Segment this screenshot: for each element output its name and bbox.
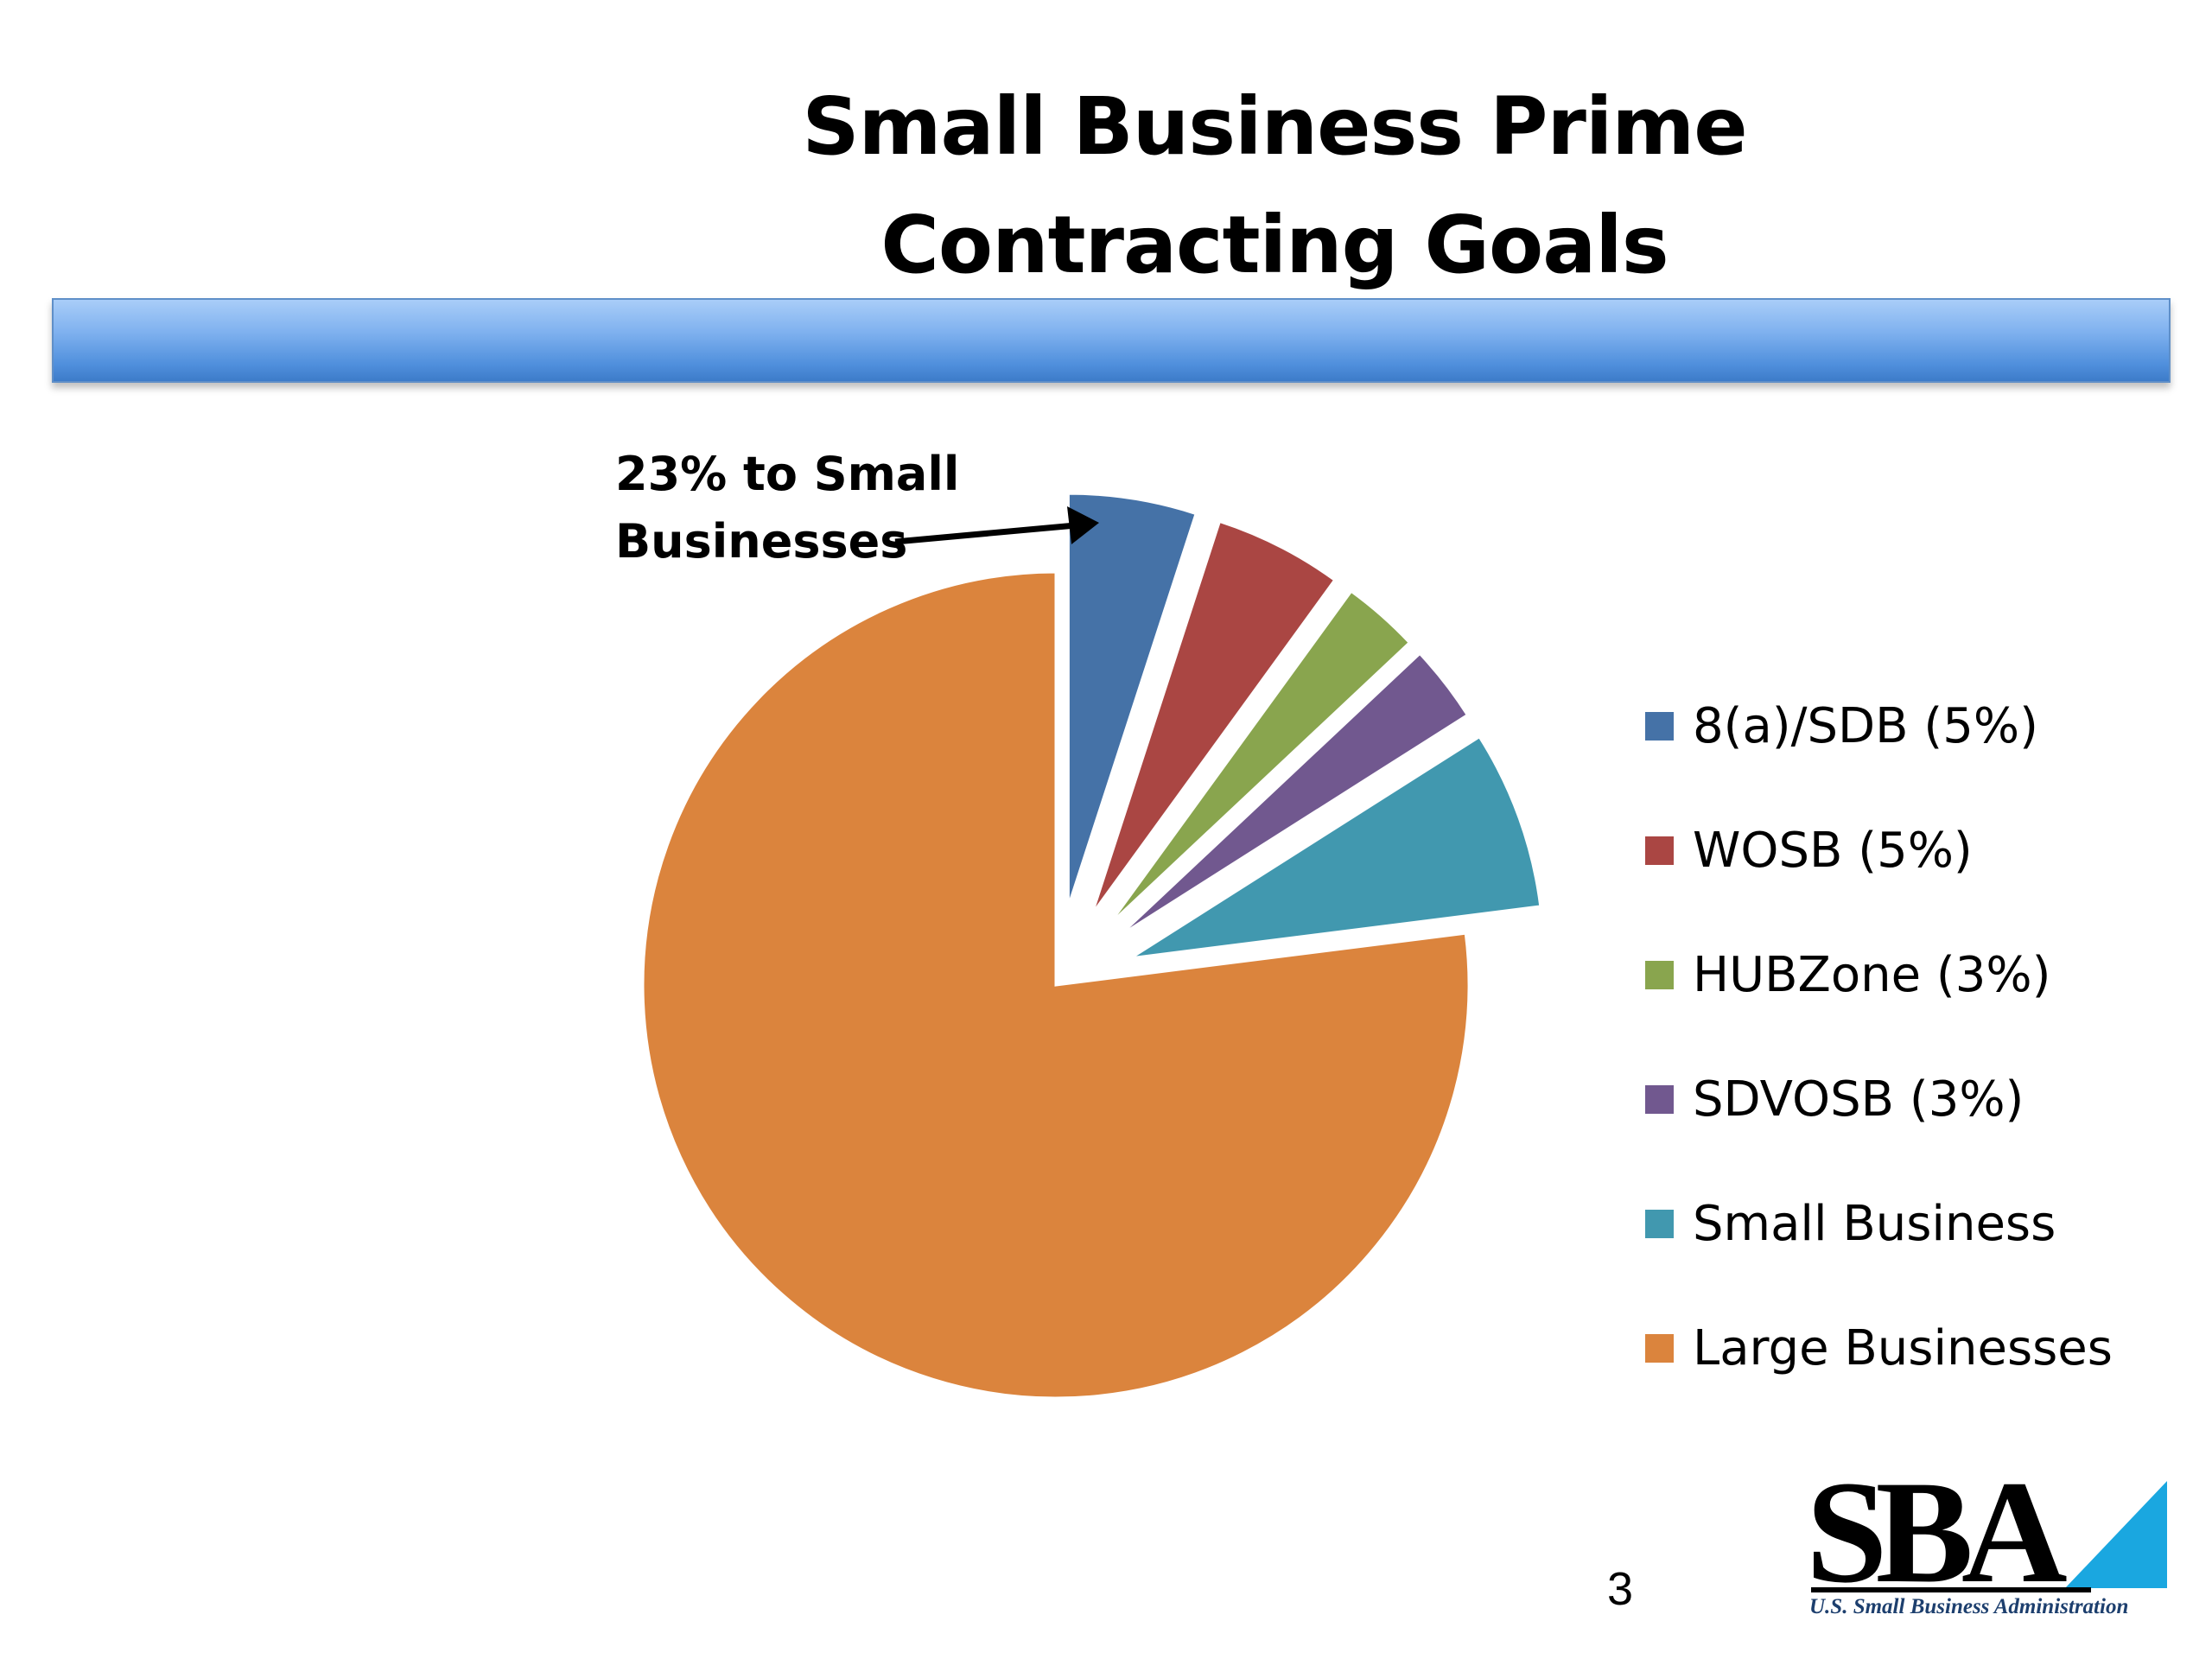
slide-title: Small Business Prime Contracting Goals <box>802 80 1747 291</box>
legend-swatch <box>1645 960 1674 989</box>
pie-slice-0 <box>1066 492 1198 907</box>
pie-slice-4 <box>1129 734 1542 960</box>
pie-slice-5 <box>641 570 1471 1400</box>
legend-swatch <box>1645 1084 1674 1114</box>
legend-item: Small Business <box>1645 1189 2056 1258</box>
legend-label: SDVOSB (3%) <box>1693 1071 2024 1128</box>
annotation-arrow <box>894 506 1099 545</box>
sba-logo: SBA <box>1806 1460 2167 1613</box>
legend-swatch <box>1645 836 1674 865</box>
legend-item: 8(a)/SDB (5%) <box>1645 691 2038 760</box>
legend-item: WOSB (5%) <box>1645 816 1973 885</box>
legend-swatch <box>1645 1209 1674 1238</box>
annotation-label: 23% to Small Businesses <box>615 447 960 569</box>
pie-slice-2 <box>1107 589 1412 927</box>
legend-label: WOSB (5%) <box>1693 822 1973 879</box>
pie-slice-3 <box>1117 652 1470 938</box>
legend-swatch <box>1645 711 1674 741</box>
pie-slice-1 <box>1090 519 1337 915</box>
page-number: 3 <box>1607 1563 1634 1615</box>
legend-label: Large Businesses <box>1693 1319 2113 1376</box>
legend-label: HUBZone (3%) <box>1693 946 2051 1003</box>
title-accent-bar <box>52 298 2171 383</box>
legend-item: Large Businesses <box>1645 1313 2113 1382</box>
pie-slices <box>641 492 1542 1400</box>
legend-label: 8(a)/SDB (5%) <box>1693 697 2038 754</box>
logo-caption: U.S. Small Business Administration <box>1809 1595 2129 1618</box>
legend-item: HUBZone (3%) <box>1645 940 2050 1009</box>
legend-item: SDVOSB (3%) <box>1645 1065 2024 1134</box>
legend-swatch <box>1645 1333 1674 1363</box>
legend-label: Small Business <box>1693 1195 2056 1252</box>
